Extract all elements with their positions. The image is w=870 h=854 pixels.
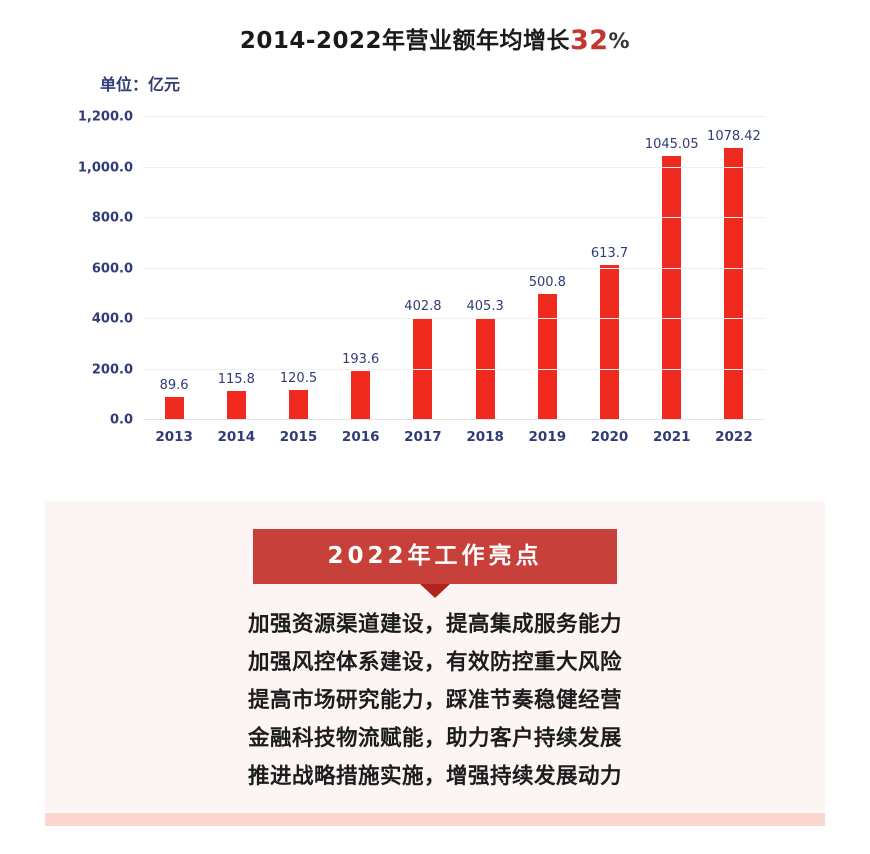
x-tick-label: 2014 — [217, 429, 256, 445]
y-tick-label: 1,200.0 — [77, 109, 133, 125]
bar-chart: 89.6 2013 115.8 2014 120.5 2015 193.6 2016 402.8… — [78, 110, 765, 445]
highlight-item: 加强风控体系建设，有效防控重大风险 — [247, 650, 622, 675]
gridline-y-1000 — [143, 166, 765, 168]
gridline-y-200 — [143, 368, 765, 370]
y-tick-label: 600.0 — [91, 261, 133, 276]
bar-value-label: 500.8 — [528, 274, 566, 290]
bar-column-2017: 402.8 2017 — [392, 117, 454, 445]
bar-2019 — [537, 293, 557, 420]
y-tick-label: 1,000.0 — [77, 160, 133, 175]
x-tick-label: 2015 — [279, 429, 318, 445]
bar-value-label: 1078.42 — [707, 128, 761, 144]
bar-value-label: 402.8 — [404, 299, 442, 315]
highlights-list: 加强资源渠道建设，提高集成服务能力 加强风控体系建设，有效防控重大风险 提高市场… — [45, 606, 825, 796]
highlight-item: 提高市场研究能力，踩准节奏稳健经营 — [247, 688, 622, 713]
bar-column-2016: 193.6 2016 — [330, 117, 392, 445]
bar-value-label: 89.6 — [159, 378, 189, 394]
bar-column-2022: 1078.42 2022 — [703, 117, 765, 445]
x-tick-label: 2017 — [404, 429, 442, 445]
bar-2021 — [662, 156, 682, 420]
y-tick-label: 200.0 — [91, 362, 133, 377]
bar-value-label: 613.7 — [590, 246, 629, 262]
gridline-y-1200 — [143, 116, 765, 117]
page-title-highlight: 32 — [569, 25, 609, 56]
bar-value-label: 405.3 — [466, 298, 504, 314]
y-tick-label: 400.0 — [91, 311, 133, 327]
bar-column-2018: 405.3 2018 — [454, 117, 516, 445]
bar-value-label: 120.5 — [279, 370, 318, 386]
highlight-item: 推进战略措施实施，增强持续发展动力 — [247, 764, 622, 789]
highlight-item: 金融科技物流赋能，助力客户持续发展 — [247, 726, 622, 751]
highlights-panel: 2022年工作亮点 加强资源渠道建设，提高集成服务能力 加强风控体系建设，有效防… — [45, 501, 825, 811]
bottom-accent-strip — [45, 813, 825, 826]
bar-value-label: 193.6 — [342, 352, 380, 368]
x-tick-label: 2016 — [341, 429, 380, 445]
bar-2014 — [226, 390, 246, 420]
bar-column-2015: 120.5 2015 — [267, 117, 329, 445]
chart-plot-area: 89.6 2013 115.8 2014 120.5 2015 193.6 2016 402.8… — [143, 117, 765, 445]
bar-column-2014: 115.8 2014 — [205, 117, 267, 445]
chart-unit-label: 单位：亿元 — [100, 75, 181, 94]
bar-value-label: 1045.05 — [644, 137, 699, 153]
x-tick-label: 2022 — [715, 429, 753, 445]
x-tick-label: 2018 — [466, 429, 504, 445]
x-tick-label: 2020 — [590, 429, 629, 445]
x-tick-label: 2021 — [652, 429, 691, 445]
bar-column-2019: 500.8 2019 — [516, 117, 578, 445]
gridline-y-400 — [143, 318, 765, 319]
page-title: 2014-2022年营业额年均增长32% — [0, 21, 870, 56]
gridline-y-800 — [143, 217, 765, 218]
bar-2022 — [724, 147, 744, 420]
page-title-percent: % — [608, 29, 631, 53]
bar-column-2021: 1045.05 2021 — [641, 117, 703, 445]
gridline-y-0 — [143, 419, 765, 420]
highlights-banner: 2022年工作亮点 — [253, 529, 617, 584]
bar-2016 — [351, 371, 371, 420]
bar-column-2013: 89.6 2013 — [143, 117, 205, 445]
y-tick-label: 800.0 — [91, 210, 133, 226]
page-title-prefix: 2014-2022年营业额年均增长 — [239, 28, 570, 54]
gridline-y-600 — [143, 267, 765, 269]
x-tick-label: 2013 — [155, 429, 193, 445]
bar-column-2020: 613.7 2020 — [578, 117, 640, 445]
y-tick-label: 0.0 — [109, 412, 133, 428]
bar-2013 — [164, 397, 184, 420]
bar-2015 — [289, 389, 308, 420]
bar-2020 — [600, 265, 620, 420]
highlight-item: 加强资源渠道建设，提高集成服务能力 — [247, 612, 622, 637]
banner-pointer-icon — [420, 584, 450, 598]
bar-value-label: 115.8 — [217, 371, 255, 387]
x-tick-label: 2019 — [528, 429, 567, 445]
